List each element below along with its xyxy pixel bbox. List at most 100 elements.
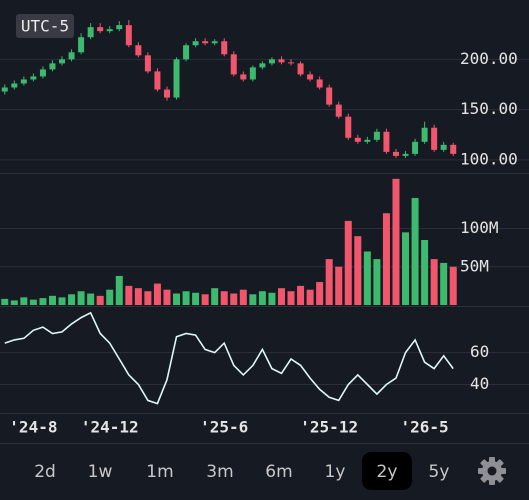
candle-body [116, 25, 123, 30]
candle-body [364, 139, 371, 142]
x-tick-label: '26-5 [401, 418, 449, 437]
candle-body [221, 41, 228, 55]
volume-bar [230, 293, 238, 305]
range-buttons: 2d 1w 1m 3m 6m 1y 2y 5y [34, 452, 449, 490]
range-button[interactable]: 2y [377, 462, 398, 482]
x-tick-label: '25-12 [300, 418, 358, 437]
volume-bar [201, 294, 209, 305]
x-tick-label: '24-8 [9, 418, 57, 437]
volume-bar [134, 288, 142, 305]
range-button[interactable]: 5y [429, 462, 450, 482]
candle-body [97, 27, 104, 32]
range-button[interactable]: 3m [206, 462, 233, 482]
x-tick-label: '24-12 [81, 418, 139, 437]
volume-bar [125, 285, 133, 305]
volume-bar [421, 240, 429, 305]
range-button: 2d [34, 462, 56, 482]
volume-bar [163, 289, 171, 305]
y-tick-label: 50M [460, 256, 489, 275]
candle-body [211, 41, 218, 44]
volume-bar [115, 275, 123, 305]
candle-body [39, 69, 46, 77]
volume-bar [211, 288, 219, 305]
candle-body [392, 151, 399, 156]
x-tick-label: '25-6 [200, 418, 248, 437]
timezone-badge [16, 14, 74, 38]
settings-icon[interactable] [478, 457, 506, 485]
volume-bar [344, 220, 352, 305]
candle-body [125, 25, 132, 46]
candle-body [288, 62, 295, 64]
range-button[interactable]: 1y [325, 462, 346, 482]
volume-bar [182, 291, 190, 305]
candle-body [49, 63, 56, 70]
volume-bar [277, 288, 285, 305]
volume-bar [87, 293, 95, 305]
candle-body [1, 87, 8, 92]
y-tick-label: 200.00 [460, 49, 518, 68]
candle-body [402, 153, 409, 156]
y-tick-label: 150.00 [460, 99, 518, 118]
y-tick-label: 60 [470, 342, 489, 361]
volume-bar [306, 289, 314, 305]
volume-bar [392, 178, 400, 305]
candle-body [135, 45, 142, 56]
volume-bar [77, 291, 85, 305]
volume-bar [440, 262, 448, 305]
volume-bar [20, 297, 28, 305]
candle-body [154, 71, 161, 90]
candle-body [230, 54, 237, 75]
candle-body [373, 131, 380, 140]
candle-body [278, 59, 285, 63]
candle-body [249, 67, 256, 80]
y-tick-label: 100.00 [460, 149, 518, 168]
candle-body [335, 104, 342, 117]
timezone-label: UTC-5 [21, 17, 69, 36]
volume-bar [382, 213, 390, 305]
volume-bar [363, 251, 371, 305]
candle-body [326, 87, 333, 105]
volume-bar [325, 259, 333, 305]
candle-body [11, 83, 18, 88]
volume-bar [268, 292, 276, 305]
volume-bar [10, 300, 18, 305]
candle-body [202, 41, 209, 44]
candle-body [259, 63, 266, 68]
candle-body [268, 59, 275, 64]
indicator-line [4, 311, 454, 405]
candle-body [106, 29, 113, 32]
volume-bar [430, 259, 438, 305]
candle-body [192, 41, 199, 46]
candle-body [183, 45, 190, 60]
volume-bar [29, 299, 37, 305]
range-button[interactable]: 1w [88, 462, 113, 482]
range-button[interactable]: 6m [265, 462, 292, 482]
volume-bar [411, 197, 419, 305]
volume-bar [106, 289, 114, 305]
candle-body [345, 116, 352, 138]
volume-bar [449, 266, 457, 305]
candle-body [30, 76, 37, 80]
volume-bar [354, 236, 362, 305]
y-tick-label: 40 [470, 374, 489, 393]
volume-bar [402, 232, 410, 305]
volume-bar [239, 289, 247, 305]
volume-bar [48, 295, 56, 305]
volume-bar [68, 294, 76, 305]
candle-body [354, 137, 361, 142]
volume-bar [335, 266, 343, 305]
candle-body [316, 79, 323, 88]
volume-bar [373, 259, 381, 305]
volume-bar [58, 297, 66, 305]
candle-body [78, 37, 85, 53]
volume-bar [316, 282, 324, 305]
candle-body [307, 74, 314, 80]
volume-bar [297, 285, 305, 305]
candle-body [450, 144, 457, 154]
candle-body [440, 144, 447, 150]
plot-area: 100.00 150.00 200.00 50M 100M 40 60 '24-8 '24-12… [0, 20, 529, 437]
candle-body [59, 59, 66, 64]
selected-range-bg[interactable] [362, 452, 412, 490]
range-button[interactable]: 1m [146, 462, 173, 482]
